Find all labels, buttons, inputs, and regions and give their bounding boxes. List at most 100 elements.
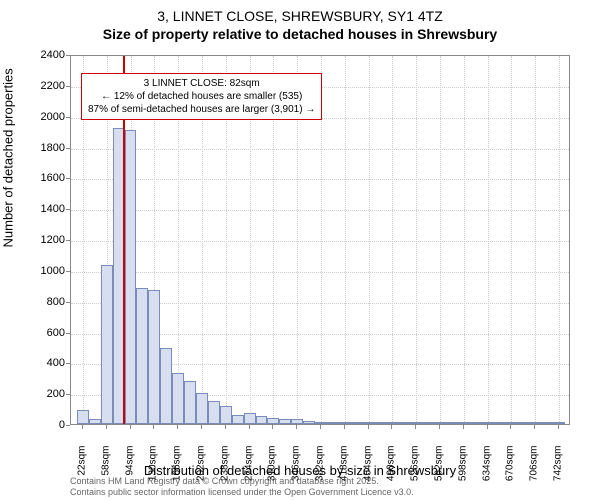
x-tick-label: 274sqm [243, 446, 254, 486]
histogram-bar [553, 422, 565, 424]
histogram-bar [77, 410, 89, 424]
x-tick [201, 425, 202, 429]
histogram-bar [446, 422, 458, 424]
histogram-bar [291, 419, 303, 424]
y-tick [66, 117, 70, 118]
y-tick-label: 200 [47, 388, 65, 400]
annotation-line3: 87% of semi-detached houses are larger (… [88, 103, 315, 116]
grid-line-v [511, 56, 512, 424]
x-tick [296, 425, 297, 429]
grid-line-h [71, 210, 569, 211]
histogram-bar [208, 401, 220, 424]
x-tick-label: 130sqm [148, 446, 159, 486]
histogram-bar [398, 422, 410, 424]
annotation-line1: 3 LINNET CLOSE: 82sqm [88, 77, 315, 90]
histogram-bar [339, 422, 351, 424]
grid-line-v [488, 56, 489, 424]
y-tick [66, 178, 70, 179]
y-tick [66, 209, 70, 210]
x-tick [391, 425, 392, 429]
grid-line-v [345, 56, 346, 424]
grid-line-v [416, 56, 417, 424]
histogram-bar [375, 422, 387, 424]
y-tick [66, 86, 70, 87]
histogram-bar [232, 415, 244, 424]
footer-line2: Contains public sector information licen… [70, 487, 414, 498]
grid-line-v [392, 56, 393, 424]
histogram-bar [101, 265, 113, 424]
x-tick-label: 454sqm [362, 446, 373, 486]
x-tick-label: 166sqm [172, 446, 183, 486]
y-tick [66, 302, 70, 303]
y-tick [66, 394, 70, 395]
x-tick [272, 425, 273, 429]
y-tick-label: 1400 [41, 203, 65, 215]
histogram-bar [256, 416, 268, 424]
y-tick-label: 2000 [41, 111, 65, 123]
x-tick [106, 425, 107, 429]
x-tick-label: 238sqm [219, 446, 230, 486]
x-tick-label: 418sqm [338, 446, 349, 486]
y-tick-label: 2400 [41, 49, 65, 61]
x-tick [344, 425, 345, 429]
x-tick-label: 490sqm [386, 446, 397, 486]
x-tick-label: 346sqm [291, 446, 302, 486]
annotation-line2: ← 12% of detached houses are smaller (53… [88, 90, 315, 103]
y-tick-label: 600 [47, 327, 65, 339]
x-tick-label: 310sqm [267, 446, 278, 486]
x-tick [534, 425, 535, 429]
histogram-bar [267, 418, 279, 424]
x-tick-label: 22sqm [76, 446, 87, 486]
y-tick [66, 363, 70, 364]
y-tick-label: 0 [59, 419, 65, 431]
x-tick-label: 706sqm [529, 446, 540, 486]
histogram-bar [517, 422, 529, 424]
y-tick-label: 1200 [41, 234, 65, 246]
histogram-bar [529, 422, 541, 424]
histogram-bar [220, 406, 232, 425]
y-tick [66, 333, 70, 334]
histogram-bar [470, 422, 482, 424]
x-tick [463, 425, 464, 429]
x-tick [558, 425, 559, 429]
histogram-bar [125, 130, 137, 424]
histogram-bar [172, 373, 184, 424]
y-tick-label: 400 [47, 357, 65, 369]
histogram-bar [434, 422, 446, 424]
histogram-bar [196, 393, 208, 424]
x-tick-label: 382sqm [315, 446, 326, 486]
x-tick [225, 425, 226, 429]
chart-plot-area: 3 LINNET CLOSE: 82sqm← 12% of detached h… [70, 55, 570, 425]
x-tick [153, 425, 154, 429]
histogram-bar [410, 422, 422, 424]
grid-line-h [71, 241, 569, 242]
y-tick-label: 1800 [41, 142, 65, 154]
histogram-bar [244, 413, 256, 424]
grid-line-v [464, 56, 465, 424]
histogram-bar [363, 422, 375, 424]
x-tick-label: 94sqm [124, 446, 135, 486]
grid-line-v [559, 56, 560, 424]
x-tick [249, 425, 250, 429]
grid-line-v [369, 56, 370, 424]
annotation-box: 3 LINNET CLOSE: 82sqm← 12% of detached h… [81, 73, 322, 120]
histogram-bar [351, 422, 363, 424]
grid-line-v [440, 56, 441, 424]
x-tick [487, 425, 488, 429]
y-tick-label: 1000 [41, 265, 65, 277]
histogram-bar [422, 422, 434, 424]
histogram-bar [89, 419, 101, 424]
histogram-bar [386, 422, 398, 424]
histogram-bar [279, 419, 291, 424]
x-tick [439, 425, 440, 429]
x-tick-label: 742sqm [553, 446, 564, 486]
x-tick [510, 425, 511, 429]
histogram-bar [148, 290, 160, 424]
histogram-bar [315, 422, 327, 424]
y-tick [66, 148, 70, 149]
y-tick-label: 2200 [41, 80, 65, 92]
y-tick-label: 1600 [41, 172, 65, 184]
y-tick [66, 240, 70, 241]
y-tick [66, 271, 70, 272]
y-tick [66, 425, 70, 426]
